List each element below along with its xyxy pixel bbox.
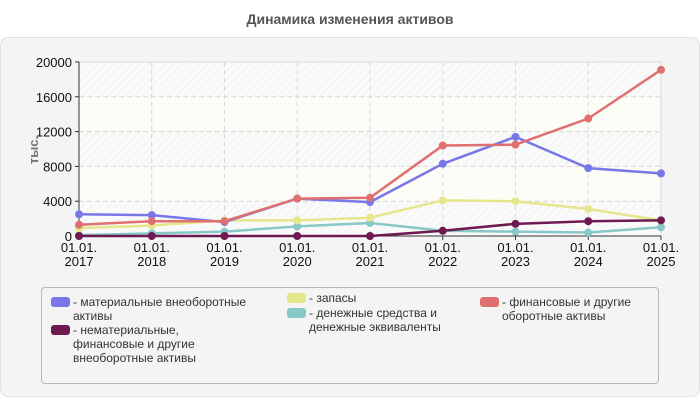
legend-swatch	[287, 308, 306, 318]
legend-swatch	[51, 297, 70, 307]
data-series	[75, 65, 665, 240]
svg-text:0: 0	[65, 229, 72, 244]
y-axis-label: тыс.	[26, 136, 41, 164]
svg-text:16000: 16000	[36, 90, 72, 105]
axes: 04000800012000160002000001.01.201701.01.…	[36, 55, 679, 269]
svg-text:2019: 2019	[210, 254, 239, 269]
svg-text:2018: 2018	[137, 254, 166, 269]
svg-text:2023: 2023	[501, 254, 530, 269]
legend-label: - материальные внеоборотные активы	[73, 295, 246, 323]
svg-text:01.01.: 01.01.	[134, 240, 170, 255]
svg-text:2020: 2020	[283, 254, 312, 269]
legend: - материальные внеоборотные активы - нем…	[41, 287, 659, 384]
legend-label: - денежные средства и денежные эквивален…	[309, 306, 441, 334]
svg-text:01.01.: 01.01.	[206, 240, 242, 255]
legend-label: - финансовые и другие оборотные активы	[502, 295, 631, 323]
svg-text:12000: 12000	[36, 125, 72, 140]
chart-title: Динамика изменения активов	[246, 11, 454, 27]
svg-text:01.01.: 01.01.	[497, 240, 533, 255]
svg-text:2022: 2022	[428, 254, 457, 269]
svg-text:20000: 20000	[36, 55, 72, 70]
svg-text:2024: 2024	[574, 254, 603, 269]
legend-item-financial-current[interactable]: - финансовые и другие оборотные активы	[480, 295, 631, 323]
svg-text:01.01.: 01.01.	[425, 240, 461, 255]
legend-swatch	[51, 325, 70, 335]
svg-text:01.01.: 01.01.	[352, 240, 388, 255]
svg-text:2025: 2025	[647, 254, 676, 269]
svg-text:01.01.: 01.01.	[279, 240, 315, 255]
svg-text:2017: 2017	[65, 254, 94, 269]
legend-item-cash[interactable]: - денежные средства и денежные эквивален…	[287, 306, 441, 334]
legend-label: - нематериальные, финансовые и другие вн…	[73, 323, 196, 365]
svg-text:01.01.: 01.01.	[61, 240, 97, 255]
svg-text:01.01.: 01.01.	[570, 240, 606, 255]
svg-text:4000: 4000	[43, 194, 72, 209]
legend-item-inventory[interactable]: - запасы	[287, 291, 356, 305]
legend-item-intangible-noncurrent[interactable]: - нематериальные, финансовые и другие вн…	[51, 323, 196, 365]
svg-text:8000: 8000	[43, 159, 72, 174]
legend-swatch	[480, 297, 499, 307]
svg-text:01.01.: 01.01.	[643, 240, 679, 255]
legend-item-tangible-noncurrent[interactable]: - материальные внеоборотные активы	[51, 295, 246, 323]
svg-text:2021: 2021	[356, 254, 385, 269]
legend-label: - запасы	[309, 291, 357, 305]
line-chart: 04000800012000160002000001.01.201701.01.…	[26, 55, 679, 269]
legend-swatch	[287, 293, 306, 303]
